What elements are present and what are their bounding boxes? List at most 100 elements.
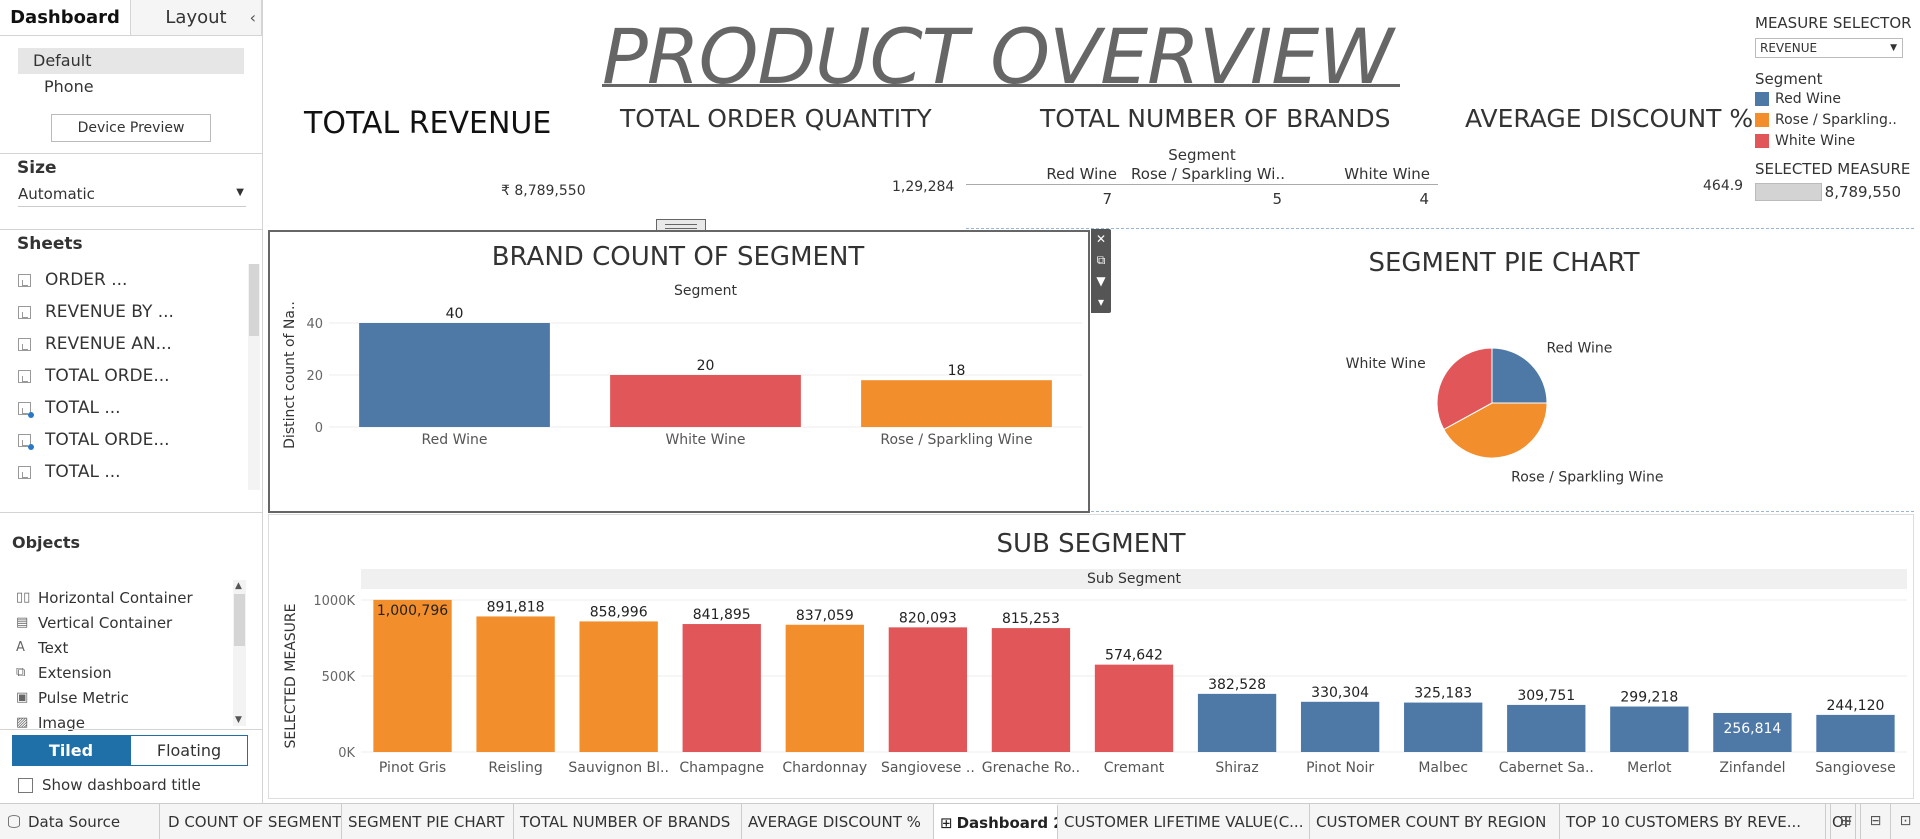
bar[interactable] [1713,712,1792,752]
new-dashboard-icon[interactable]: ⊟ [1860,804,1890,839]
sheet-tab[interactable]: SEGMENT PIE CHART [342,804,514,839]
slice-label: Rose / Sparkling Wine [1511,470,1663,486]
pie-slice[interactable] [1436,347,1493,431]
bar[interactable] [1610,706,1689,752]
category-label: Rose / Sparkling Wine [880,432,1032,448]
sheet-item[interactable]: TOTAL ... [18,456,248,488]
sheet-item[interactable]: ORDER ... [18,264,248,296]
bar[interactable] [785,624,864,752]
data-source-tab[interactable]: Data Source [0,804,160,839]
scroll-up-icon[interactable]: ▲ [235,581,242,591]
object-item[interactable]: ⧉ Extension [16,660,236,685]
device-preview-button[interactable]: Device Preview [51,114,211,142]
bar[interactable] [888,627,968,752]
open-icon[interactable]: ⧉ [1096,253,1106,267]
data-label: 325,183 [1414,686,1472,702]
bar[interactable] [1300,701,1380,752]
extension-icon: ⧉ [16,665,26,680]
bar[interactable] [610,375,801,427]
device-default[interactable]: Default [18,48,244,74]
show-title-option[interactable]: Show dashboard title [18,776,201,794]
sheet-item[interactable]: TOTAL ORDE... [18,360,248,392]
sheet-tab[interactable]: OF [1826,804,1856,839]
title-underline [602,84,1400,87]
legend-item[interactable]: White Wine [1755,130,1915,151]
floating-button[interactable]: Floating [130,735,248,766]
pie-slice[interactable] [1443,402,1548,459]
sheet-tab-active[interactable]: ⊞ Dashboard 2 [934,804,1058,839]
sheet-item[interactable]: REVENUE AN... [18,328,248,360]
sheets-scrollbar[interactable] [248,264,260,490]
category-label: Pinot Noir [1306,760,1374,776]
object-item[interactable]: A Text [16,635,236,660]
data-label: 299,218 [1620,690,1678,706]
bar[interactable] [1197,693,1277,752]
category-label: Red Wine [422,432,488,448]
bar[interactable] [359,323,550,427]
chart-title: SUB SEGMENT [997,529,1186,559]
tab-dashboard[interactable]: Dashboard [0,0,131,35]
sheet-tab[interactable]: TOP 10 CUSTOMERS BY REVE... [1560,804,1826,839]
sheet-item[interactable]: REVENUE BY ... [18,296,248,328]
tab-layout[interactable]: Layout [131,0,262,35]
sheet-label: REVENUE BY ... [45,302,174,322]
legend-item[interactable]: Rose / Sparkling.. [1755,109,1915,130]
new-worksheet-icon[interactable]: ⊞ [1830,804,1860,839]
legend-item[interactable]: Red Wine [1755,88,1915,109]
collapse-panel-icon[interactable]: ‹ [249,8,256,27]
bar[interactable] [682,624,761,752]
sheet-tab-label: D COUNT OF SEGMENT [168,812,342,831]
database-icon [8,815,20,828]
object-item[interactable]: ▣ Pulse Metric [16,685,236,710]
object-label: Extension [38,663,112,682]
data-label: 815,253 [1002,611,1060,627]
brand-count-panel[interactable]: BRAND COUNT OF SEGMENT Segment Distinct co… [268,230,1090,513]
new-story-icon[interactable]: ⊡ [1890,804,1920,839]
scrollbar-thumb[interactable] [249,264,259,336]
objects-scrollbar[interactable]: ▲ ▼ [233,580,246,726]
sheet-tab-label: TOP 10 CUSTOMERS BY REVE... [1566,812,1802,831]
bar[interactable] [1816,714,1895,752]
measure-selector-dropdown[interactable]: REVENUE ▼ [1755,38,1903,58]
bar[interactable] [1404,702,1483,752]
device-list: Default Phone Device Preview [0,36,262,142]
object-item[interactable]: ▯▯ Horizontal Container [16,585,236,610]
total-order-quantity-value: 1,29,284 [892,179,955,195]
sheet-item[interactable]: TOTAL ... [18,392,248,424]
category-label: Cremant [1104,760,1165,776]
bar[interactable] [373,599,452,752]
show-title-checkbox[interactable] [18,777,33,793]
scroll-down-icon[interactable]: ▼ [235,715,242,725]
bar[interactable] [991,628,1071,752]
panel-tabs: Dashboard Layout ‹ [0,0,262,36]
scrollbar-thumb[interactable] [234,594,245,646]
worksheet-icon [18,369,31,383]
sheet-tab[interactable]: CUSTOMER COUNT BY REGION [1310,804,1560,839]
bar[interactable] [1507,704,1586,752]
tiled-button[interactable]: Tiled [12,735,130,766]
chart-title: SEGMENT PIE CHART [1368,248,1639,278]
brand-table-header: Segment [1168,146,1236,164]
filter-icon[interactable]: ▼ [1096,274,1106,288]
more-options-icon[interactable]: ▾ [1097,295,1105,309]
category-label: Shiraz [1215,760,1258,776]
cell-rose-sparkling: 5 [1272,190,1282,208]
data-label: 574,642 [1105,648,1163,664]
object-item[interactable]: ▤ Vertical Container [16,610,236,635]
sheet-tab[interactable]: D COUNT OF SEGMENT [162,804,342,839]
bar[interactable] [579,621,658,752]
close-icon[interactable]: ✕ [1095,232,1107,246]
device-phone[interactable]: Phone [44,77,94,96]
bar[interactable] [476,616,555,752]
sheet-item[interactable]: TOTAL ORDE... [18,424,248,456]
bar[interactable] [861,380,1052,427]
sheet-tab[interactable]: TOTAL NUMBER OF BRANDS [514,804,742,839]
brand-table-row: 7 5 4 [966,185,1438,213]
sheet-tab[interactable]: AVERAGE DISCOUNT % [742,804,934,839]
bar[interactable] [1094,664,1174,752]
sheet-tab[interactable]: CUSTOMER LIFETIME VALUE(C... [1058,804,1310,839]
size-dropdown[interactable]: Automatic ▼ [18,185,246,207]
pie-slice[interactable] [1491,347,1548,404]
object-item[interactable]: ▨ Image [16,710,236,735]
horizontal-container-icon: ▯▯ [16,590,31,605]
